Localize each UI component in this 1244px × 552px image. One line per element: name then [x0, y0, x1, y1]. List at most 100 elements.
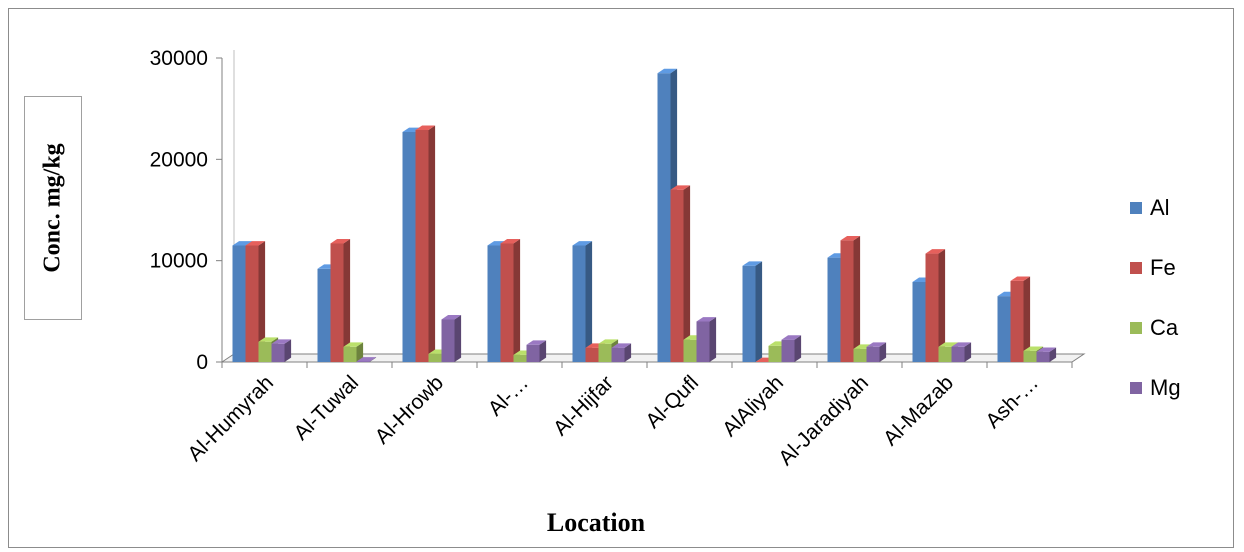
- bar-side: [938, 249, 946, 362]
- bar-side: [709, 317, 717, 362]
- x-tick-label: Al-…: [484, 371, 533, 420]
- bar-front: [428, 353, 442, 362]
- x-tick-label: Al-Jaradiyah: [774, 371, 873, 470]
- bar-al-4: [572, 241, 593, 362]
- bar-side: [539, 340, 547, 362]
- bar-top: [742, 261, 763, 266]
- bar-fe-1: [330, 239, 351, 362]
- x-tick-label: Al-Hrowb: [371, 371, 448, 448]
- bar-mg-1: [356, 357, 377, 362]
- bar-side: [794, 335, 802, 362]
- bar-ca-1: [343, 342, 364, 362]
- x-tick-label: Ash-…: [981, 371, 1043, 433]
- bar-front: [526, 344, 540, 362]
- y-tick-label: 20000: [150, 148, 208, 171]
- bar-top: [526, 340, 547, 345]
- bar-mg-8: [951, 342, 972, 362]
- bar-front: [1023, 350, 1037, 362]
- x-tick-label: Al-Hijfar: [549, 371, 618, 440]
- bar-front: [866, 346, 880, 362]
- bar-side: [369, 357, 377, 362]
- legend: Al Fe Ca Mg: [1130, 178, 1181, 418]
- bar-top: [781, 335, 802, 340]
- bar-fe-5: [670, 185, 691, 362]
- bar-side: [853, 236, 861, 362]
- bar-front: [683, 339, 697, 362]
- bar-front: [742, 265, 756, 362]
- bar-side: [258, 241, 266, 362]
- bar-top: [572, 241, 593, 246]
- legend-item-mg: Mg: [1130, 358, 1181, 418]
- bar-front: [840, 240, 854, 362]
- bar-top: [938, 342, 959, 347]
- bar-side: [454, 315, 462, 362]
- bar-top: [951, 342, 972, 347]
- x-tick-label: Al-Tuwal: [290, 371, 363, 444]
- bar-front: [317, 268, 331, 362]
- bar-front: [781, 339, 795, 362]
- bar-front: [611, 347, 625, 362]
- legend-swatch: [1130, 262, 1142, 274]
- bar-top: [611, 343, 632, 348]
- bar-front: [925, 253, 939, 362]
- chart-frame: [8, 8, 1234, 548]
- bar-front: [585, 347, 599, 362]
- bar-front: [487, 245, 501, 362]
- bar-front: [258, 341, 272, 362]
- bar-side: [356, 342, 364, 362]
- bar-front: [598, 343, 612, 362]
- bar-side: [1049, 347, 1057, 362]
- bar-front: [657, 73, 671, 362]
- bar-top: [840, 236, 861, 241]
- y-tick-label: 10000: [150, 250, 208, 273]
- bar-top: [866, 342, 887, 347]
- bar-top: [853, 344, 874, 349]
- bar-top: [598, 339, 619, 344]
- bar-front: [500, 243, 514, 362]
- bar-mg-0: [271, 339, 292, 362]
- bar-fe-7: [840, 236, 861, 362]
- bar-front: [343, 346, 357, 362]
- legend-swatch: [1130, 382, 1142, 394]
- bar-front: [356, 361, 370, 362]
- bar-fe-3: [500, 239, 521, 362]
- bar-mg-3: [526, 340, 547, 362]
- bar-front: [513, 354, 527, 362]
- bar-al-6: [742, 261, 763, 362]
- legend-label: Mg: [1150, 375, 1181, 400]
- bar-front: [696, 321, 710, 362]
- bar-side: [683, 185, 691, 362]
- bar-front: [232, 245, 246, 362]
- legend-label: Al: [1150, 195, 1170, 220]
- bar-top: [402, 127, 423, 132]
- bar-top: [500, 239, 521, 244]
- legend-label: Fe: [1150, 255, 1176, 280]
- y-axis-title-box: [24, 96, 82, 320]
- bar-front: [997, 296, 1011, 362]
- y-tick-label: 0: [196, 351, 208, 374]
- legend-item-ca: Ca: [1130, 298, 1181, 358]
- bar-front: [330, 243, 344, 362]
- x-tick-label: Al-Qufl: [641, 371, 703, 433]
- bar-front: [402, 131, 416, 362]
- bar-fe-9: [1010, 276, 1031, 362]
- bar-side: [428, 125, 436, 363]
- bar-mg-5: [696, 317, 717, 362]
- bar-top: [271, 339, 292, 344]
- bar-front: [271, 343, 285, 362]
- bar-top: [245, 241, 266, 246]
- bar-top: [330, 239, 351, 244]
- bar-side: [964, 342, 972, 362]
- bar-fe-8: [925, 249, 946, 362]
- bar-top: [441, 315, 462, 320]
- bar-top: [1010, 276, 1031, 281]
- bar-fe-0: [245, 241, 266, 362]
- bar-top: [696, 317, 717, 322]
- bar-top: [356, 357, 377, 362]
- bar-mg-6: [781, 335, 802, 362]
- bar-front: [827, 257, 841, 362]
- bar-front: [912, 281, 926, 362]
- bar-top: [925, 249, 946, 254]
- bar-top: [343, 342, 364, 347]
